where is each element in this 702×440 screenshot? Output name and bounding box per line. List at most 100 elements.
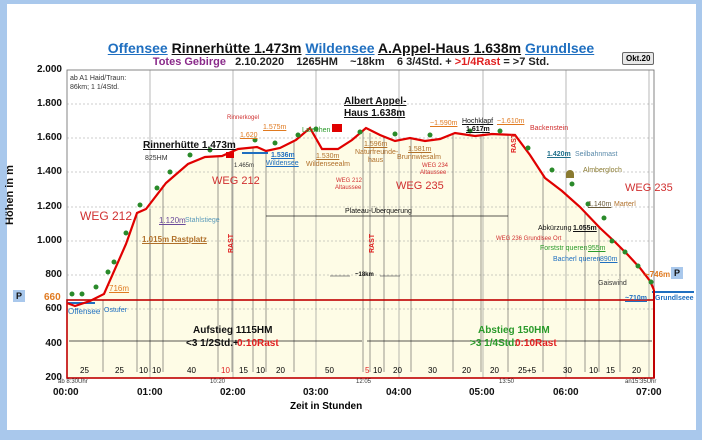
descent-rest: 0:10Rast (515, 338, 557, 349)
segment-minutes: 30 (563, 366, 572, 375)
label-890: 890m (600, 256, 618, 263)
label-1581: 1.581m (408, 146, 432, 153)
label-1590: ~1.590m (430, 120, 458, 127)
clock-end: an15:35Uhr (625, 379, 657, 385)
label-haus: haus (368, 157, 384, 164)
label-backenstein: Backenstein (530, 125, 569, 132)
chart-subtitle: Totes Gebirge 2.10.2020 1265HM ~18km 6 3… (0, 56, 702, 68)
label-rast: RAST (228, 233, 236, 254)
label-rast: RAST (369, 233, 377, 254)
xtick: 04:00 (386, 387, 412, 398)
label-rast: RAST (511, 133, 519, 154)
ascent-label: Aufstieg 1115HM (193, 325, 273, 336)
clock-mark: 12:05 (356, 379, 372, 385)
chart-title: Offensee Rinnerhütte 1.473m Wildensee A.… (0, 40, 702, 56)
label-brunnwiesalm: Brunnwiesalm (397, 154, 441, 161)
label-plateau: Plateau-Überquerung (345, 208, 412, 215)
label-955: 955m (588, 245, 606, 252)
xtick: 03:00 (303, 387, 329, 398)
label-1536: 1.536m (271, 152, 295, 159)
subtitle-km: ~18km (350, 56, 385, 68)
title-wildensee[interactable]: Wildensee (305, 40, 375, 56)
descent-time: >3 1/4Std. (470, 338, 517, 349)
label-weg212-altaussee: WEG 212 (336, 178, 363, 184)
title-grundlsee[interactable]: Grundlsee (524, 40, 595, 56)
label-appelhaus-elev: Haus 1.638m (344, 108, 406, 119)
segment-minutes: 20 (462, 366, 471, 375)
label-stahlstiege: Stahlstiege (185, 217, 220, 224)
ytick: 1.800 (36, 98, 62, 109)
x-axis-label: Zeit in Stunden (290, 401, 363, 412)
ytick: 600 (45, 303, 62, 314)
clock-mark: 10:20 (210, 379, 226, 385)
ascent-rest: 0:10Rast (237, 338, 279, 349)
label-altaussee: Altaussee (335, 185, 362, 191)
label-weg212: WEG 212 (212, 175, 260, 187)
label-seilbahnmast: Seilbahnmast (575, 151, 618, 158)
segment-minutes: 30 (428, 366, 437, 375)
segment-minutes: 20 (490, 366, 499, 375)
segment-minutes: 15 (606, 366, 615, 375)
label-gaiswind: Gaiswind (598, 280, 627, 287)
segment-minutes: 20 (632, 366, 641, 375)
label-1617: 1.617m (466, 126, 490, 133)
title-appelhaus[interactable]: A.Appel-Haus 1.638m (377, 40, 522, 56)
title-offensee[interactable]: Offensee (107, 40, 168, 56)
label-746: ~746m (645, 270, 671, 279)
segment-minutes: 40 (187, 366, 196, 375)
parking-left-icon: P (13, 290, 26, 302)
ytick: 1.200 (36, 201, 62, 212)
label-weg236: WEG 236 Grundlsee Ort (496, 236, 562, 242)
label-ostufer: Ostufer (104, 307, 127, 314)
segment-minutes: 10 (373, 366, 382, 375)
subtitle-time: 6 3/4Std. + (396, 56, 452, 68)
xtick: 01:00 (137, 387, 163, 398)
label-rastplatz: 1.015m Rastplatz (142, 235, 207, 244)
label-wildensee: Wildensee (266, 160, 299, 167)
label-1610: ~1.610m (497, 118, 525, 125)
label-weg234: WEG 234 (422, 163, 449, 169)
segment-minutes: 25 (80, 366, 89, 375)
y-axis-label: Höhen in m (4, 165, 16, 225)
subtitle-region: Totes Gebirge (152, 56, 226, 68)
xtick: 05:00 (469, 387, 495, 398)
label-1465: 1.465m (234, 163, 255, 169)
label-naturfreunde: Naturfreunde- (355, 149, 399, 156)
ascent-time: <3 1/2Std.+ (186, 338, 239, 349)
ytick: 200 (45, 372, 62, 383)
ytick: 800 (45, 269, 62, 280)
label-1140: 1.140m (588, 201, 612, 208)
label-1530: 1.530m (316, 153, 340, 160)
label-abkuerzung: Abkürzung (538, 225, 572, 232)
segment-minutes: 25+5 (518, 366, 537, 375)
segment-minutes: 25 (115, 366, 124, 375)
segment-minutes: 10 (152, 366, 161, 375)
label-1420: 1.420m (547, 151, 571, 158)
xtick: 00:00 (53, 387, 79, 398)
start-elevation: 660 (44, 292, 61, 303)
label-weg235: WEG 235 (625, 182, 673, 194)
xtick: 06:00 (553, 387, 579, 398)
label-weg212: WEG 212 (80, 209, 133, 223)
label-1596: 1.596m (364, 141, 388, 148)
label-1120: 1.120m (159, 216, 186, 225)
label-marterl: Marterl (614, 201, 636, 208)
label-710: ~710m (625, 295, 647, 302)
approach-note: ab A1 Haid/Traun: 86km; 1 1/4Std. (70, 75, 127, 91)
subtitle-date: 2.10.2020 (235, 56, 285, 68)
label-rinnerhuette: Rinnerhütte 1.473m (143, 140, 236, 151)
label-appelhaus: Albert Appel- (344, 96, 407, 107)
label-716: 716m (109, 284, 130, 293)
label-1055: 1.055m (573, 225, 597, 232)
label-hochklapf: Hochklapf (462, 118, 494, 125)
clock-start: ab 8:30Uhr (58, 379, 88, 385)
title-rinnerhuette[interactable]: Rinnerhütte 1.473m (171, 40, 302, 56)
segment-minutes: 20 (393, 366, 402, 375)
label-1575: 1.575m (263, 124, 287, 131)
date-badge: Okt.20 (622, 52, 655, 65)
segment-minutes: 15 (239, 366, 248, 375)
segment-minutes: 10 (256, 366, 265, 375)
subtitle-rest: >1/4Rast (454, 56, 501, 68)
label-weg235: WEG 235 (396, 180, 444, 192)
